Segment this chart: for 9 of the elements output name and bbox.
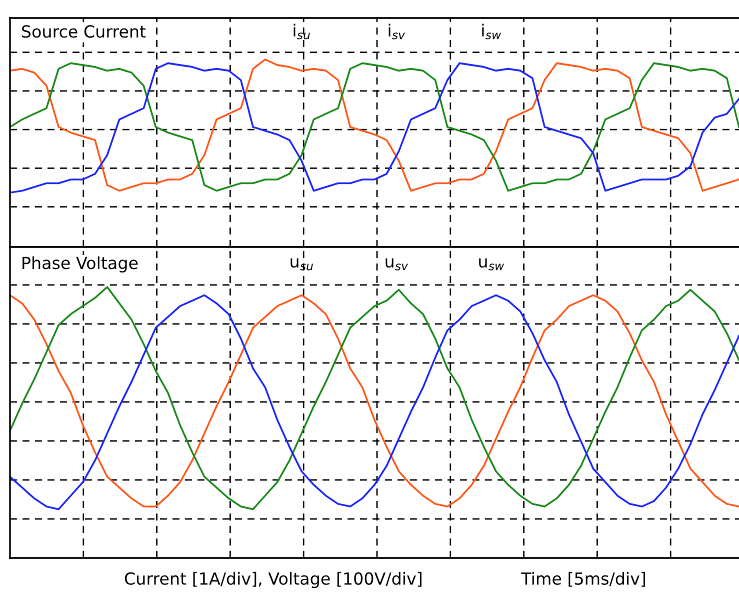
series-label: u$_{sv}$ xyxy=(386,258,408,270)
series-label: i$_{sw}$ xyxy=(482,24,502,40)
series-label: i$_{su}$ xyxy=(294,24,310,40)
chart-title: Phase Voltage xyxy=(22,256,138,272)
series-label: i$_{sv}$ xyxy=(388,24,406,40)
series-label: u$_{sw}$ xyxy=(479,258,504,270)
chart-title: Source Current xyxy=(22,25,146,38)
text: Time [5ms/div] xyxy=(521,572,646,587)
text: Current [1A/div], Voltage [100V/div] xyxy=(124,572,422,588)
